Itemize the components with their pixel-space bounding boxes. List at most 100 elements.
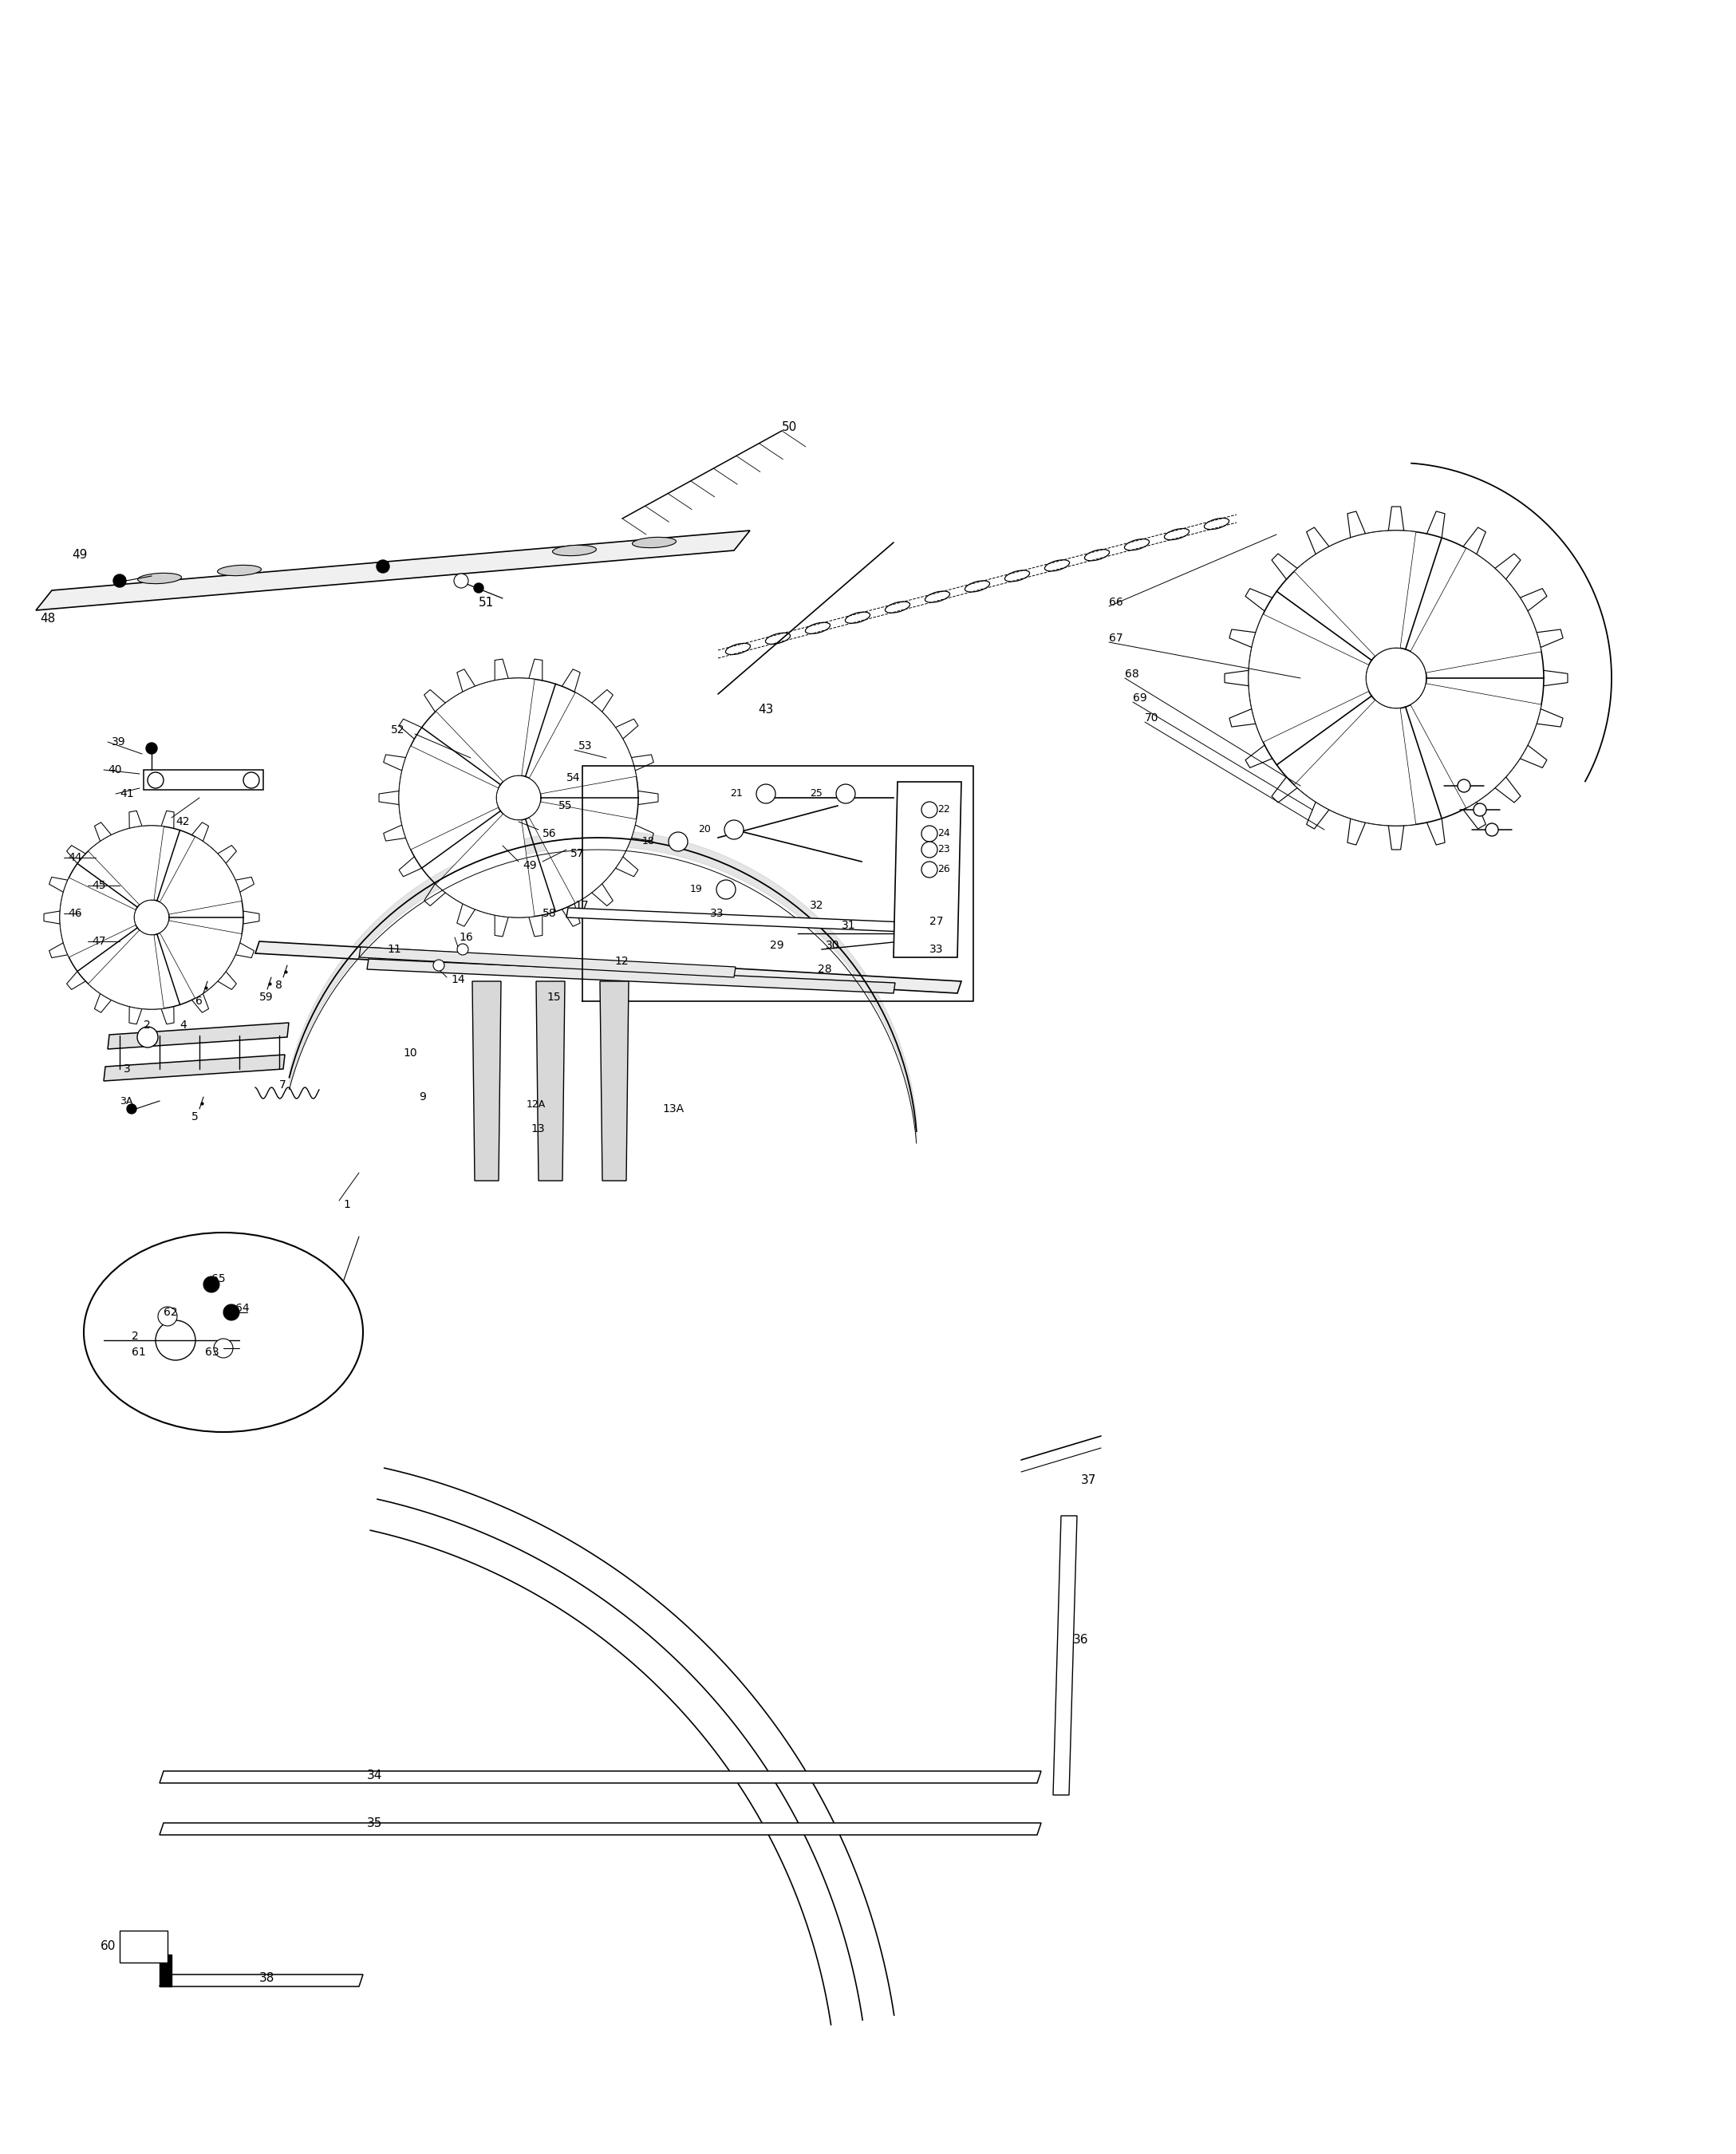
Circle shape	[137, 1027, 158, 1047]
Circle shape	[243, 773, 259, 788]
Circle shape	[1458, 780, 1470, 793]
Circle shape	[146, 743, 158, 754]
Text: 1: 1	[344, 1200, 351, 1211]
Text: 35: 35	[366, 1818, 382, 1829]
Text: 42: 42	[175, 816, 189, 827]
Text: 37: 37	[1082, 1473, 1097, 1486]
Circle shape	[214, 1338, 233, 1357]
Text: 50: 50	[781, 420, 797, 433]
Text: 25: 25	[809, 788, 823, 799]
Text: 12: 12	[615, 956, 628, 967]
Text: 48: 48	[40, 612, 56, 625]
Polygon shape	[1411, 547, 1542, 672]
Circle shape	[1486, 823, 1498, 836]
Text: 10: 10	[403, 1047, 417, 1058]
Text: 32: 32	[809, 900, 823, 911]
Ellipse shape	[137, 573, 182, 584]
Polygon shape	[366, 959, 896, 993]
Text: 49: 49	[523, 859, 536, 870]
Text: 47: 47	[92, 935, 106, 948]
Text: 40: 40	[108, 765, 122, 775]
Polygon shape	[436, 679, 535, 782]
Text: 60: 60	[101, 1941, 116, 1952]
Text: 14: 14	[451, 974, 465, 984]
Circle shape	[127, 1105, 137, 1114]
Polygon shape	[472, 982, 502, 1180]
Text: 39: 39	[111, 737, 125, 747]
Polygon shape	[894, 782, 962, 956]
Text: 2: 2	[132, 1331, 139, 1342]
FancyBboxPatch shape	[120, 1930, 168, 1962]
Text: 6: 6	[196, 995, 203, 1006]
Text: 41: 41	[120, 788, 134, 799]
Polygon shape	[160, 920, 241, 997]
Circle shape	[457, 943, 469, 954]
Polygon shape	[566, 907, 943, 933]
Text: 3: 3	[123, 1064, 130, 1075]
Polygon shape	[436, 814, 535, 918]
Ellipse shape	[217, 564, 260, 575]
Text: 2: 2	[144, 1019, 151, 1032]
Text: 23: 23	[937, 844, 950, 855]
Text: 26: 26	[937, 864, 950, 875]
Text: 66: 66	[1109, 597, 1123, 607]
Circle shape	[377, 560, 389, 573]
Circle shape	[113, 575, 127, 588]
Circle shape	[922, 862, 937, 877]
Text: 19: 19	[691, 885, 703, 894]
Circle shape	[922, 801, 937, 819]
Circle shape	[434, 961, 444, 971]
Circle shape	[474, 584, 483, 592]
Polygon shape	[108, 1023, 288, 1049]
Polygon shape	[160, 1822, 1042, 1835]
Text: 20: 20	[698, 825, 710, 836]
Text: 54: 54	[566, 773, 580, 784]
Text: 3A: 3A	[120, 1096, 132, 1107]
Polygon shape	[399, 745, 498, 849]
Text: 8: 8	[276, 980, 283, 991]
Text: 64: 64	[236, 1303, 250, 1314]
Polygon shape	[160, 1771, 1042, 1784]
Circle shape	[224, 1305, 240, 1320]
Ellipse shape	[632, 536, 675, 547]
Text: 61: 61	[132, 1346, 146, 1357]
Text: 12A: 12A	[526, 1101, 545, 1109]
Text: 51: 51	[479, 597, 495, 607]
Polygon shape	[601, 982, 628, 1180]
Ellipse shape	[83, 1232, 363, 1432]
Polygon shape	[529, 801, 637, 903]
Text: 69: 69	[1134, 691, 1147, 704]
Polygon shape	[1295, 530, 1417, 657]
Text: 56: 56	[542, 827, 557, 840]
Text: 65: 65	[212, 1273, 226, 1284]
Text: 11: 11	[387, 943, 401, 954]
Text: 30: 30	[826, 939, 840, 950]
Polygon shape	[59, 877, 135, 956]
Polygon shape	[1248, 614, 1368, 743]
Text: 55: 55	[559, 799, 573, 812]
Circle shape	[837, 784, 856, 803]
Text: 4: 4	[179, 1019, 186, 1032]
Polygon shape	[1295, 700, 1417, 825]
Text: 43: 43	[759, 704, 773, 715]
Text: 36: 36	[1073, 1633, 1088, 1646]
Polygon shape	[536, 982, 564, 1180]
Text: 52: 52	[391, 724, 404, 735]
Text: 44: 44	[68, 853, 82, 864]
Text: 28: 28	[818, 963, 832, 976]
Circle shape	[158, 1307, 177, 1327]
Ellipse shape	[552, 545, 597, 556]
Circle shape	[148, 773, 163, 788]
Text: 16: 16	[458, 933, 472, 943]
Text: 7: 7	[279, 1079, 286, 1090]
Text: 9: 9	[418, 1092, 425, 1103]
Circle shape	[156, 1320, 196, 1359]
Polygon shape	[36, 530, 750, 610]
Text: 62: 62	[163, 1307, 177, 1318]
Polygon shape	[89, 825, 163, 905]
Text: 24: 24	[937, 829, 950, 838]
Text: 63: 63	[205, 1346, 219, 1357]
Circle shape	[453, 573, 469, 588]
Text: 46: 46	[68, 907, 82, 920]
Text: 58: 58	[542, 907, 557, 920]
